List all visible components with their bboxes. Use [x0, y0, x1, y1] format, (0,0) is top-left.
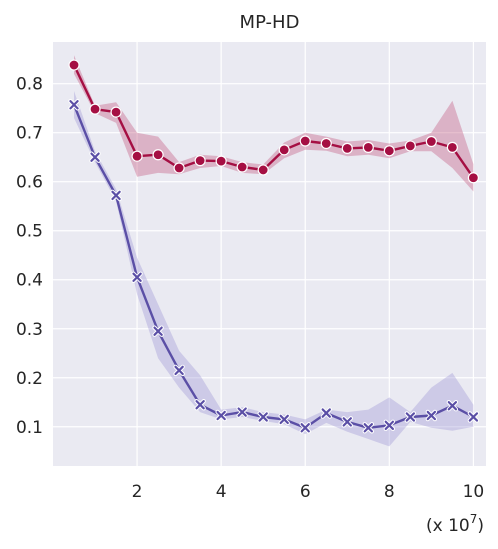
data-point	[320, 407, 332, 419]
data-point	[299, 422, 311, 434]
data-point	[383, 145, 395, 157]
data-point	[110, 189, 122, 202]
grid-lines	[53, 42, 486, 466]
data-point	[467, 411, 480, 423]
data-point	[173, 162, 185, 174]
data-point	[194, 155, 206, 167]
x-tick-label: 2	[132, 482, 143, 502]
data-point	[152, 325, 164, 337]
data-point	[425, 409, 438, 422]
x-scale-label: (x 107)	[426, 512, 484, 536]
data-point	[362, 422, 374, 434]
data-point	[320, 137, 332, 150]
data-point	[131, 271, 143, 283]
data-point	[89, 103, 101, 115]
y-tick-label: 0.7	[16, 124, 43, 144]
x-tick-label: 8	[384, 482, 395, 502]
y-tick-label: 0.3	[16, 320, 43, 340]
x-tick-label: 6	[300, 482, 311, 502]
y-tick-label: 0.8	[16, 75, 43, 95]
confidence-bands	[74, 55, 474, 447]
data-point	[341, 416, 353, 428]
x-scale-base: (x 10	[426, 516, 470, 536]
data-point	[68, 59, 80, 71]
y-tick-label: 0.5	[16, 222, 43, 242]
data-point	[467, 172, 479, 184]
x-tick-labels: 2 4 6 8 10	[132, 482, 485, 502]
data-point	[446, 400, 459, 412]
data-point	[404, 140, 416, 152]
chart-title: MP-HD	[240, 12, 300, 33]
data-point	[194, 399, 206, 411]
data-point	[362, 141, 374, 153]
data-point	[131, 150, 143, 162]
data-point	[68, 99, 80, 111]
series-markers	[68, 59, 480, 434]
x-scale-close: )	[477, 516, 484, 536]
data-point	[425, 135, 437, 148]
data-point	[404, 411, 417, 423]
data-point	[446, 141, 458, 153]
data-point	[257, 411, 269, 423]
data-point	[215, 409, 227, 422]
y-tick-label: 0.6	[16, 173, 43, 193]
plot-background	[53, 42, 486, 466]
data-point	[341, 142, 353, 154]
y-tick-label: 0.2	[16, 369, 43, 389]
confidence-band-1	[74, 91, 474, 447]
data-point	[110, 106, 122, 118]
data-point	[257, 164, 269, 176]
data-point	[236, 406, 248, 418]
confidence-band-0	[74, 55, 474, 192]
data-point	[278, 144, 290, 156]
x-tick-label: 4	[216, 482, 227, 502]
y-tick-label: 0.1	[16, 418, 43, 438]
x-tick-label: 10	[463, 482, 485, 502]
y-tick-labels: 0.1 0.2 0.3 0.4 0.5 0.6 0.7 0.8	[16, 75, 43, 438]
data-point	[89, 151, 101, 163]
y-tick-label: 0.4	[16, 271, 43, 291]
data-point	[173, 364, 185, 377]
data-point	[278, 413, 290, 426]
data-point	[152, 149, 164, 161]
data-point	[299, 135, 311, 147]
data-point	[383, 419, 396, 432]
data-point	[236, 161, 248, 173]
x-scale-exponent: 7	[470, 512, 478, 526]
data-point	[215, 155, 227, 167]
